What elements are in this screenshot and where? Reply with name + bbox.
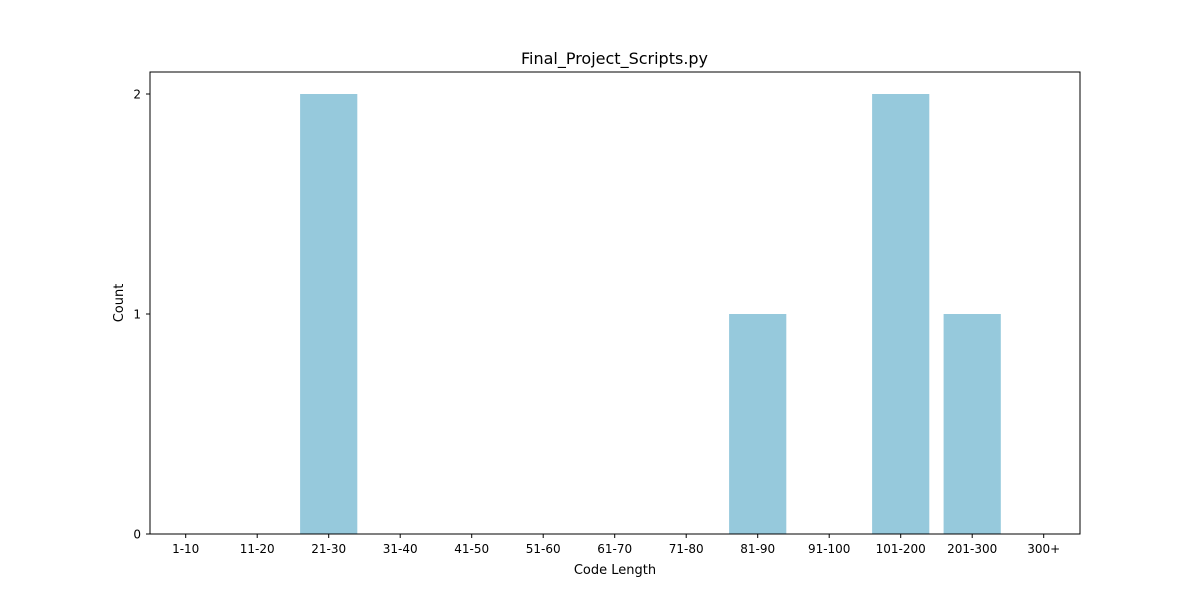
x-tick-label: 11-20 <box>240 542 275 556</box>
x-tick-label: 51-60 <box>526 542 561 556</box>
x-tick-label: 41-50 <box>454 542 489 556</box>
x-tick-label: 61-70 <box>597 542 632 556</box>
x-tick-label: 21-30 <box>311 542 346 556</box>
bar-101-200 <box>872 94 930 534</box>
x-tick-label: 1-10 <box>172 542 199 556</box>
x-tick-label: 91-100 <box>808 542 851 556</box>
x-tick-label: 201-300 <box>947 542 997 556</box>
x-axis: 1-10 11-20 21-30 31-40 41-50 51-60 61-70 71-80 8… <box>172 534 1060 556</box>
x-tick-label: 81-90 <box>740 542 775 556</box>
y-axis-label: Count <box>112 284 127 323</box>
bar-81-90 <box>729 314 787 534</box>
chart-title: Final_Project_Scripts.py <box>521 49 708 69</box>
y-tick-label: 1 <box>133 308 141 322</box>
y-axis: 0 1 2 <box>133 88 150 542</box>
x-tick-label: 31-40 <box>383 542 418 556</box>
bar-21-30 <box>300 94 358 534</box>
bars-group <box>300 94 1001 534</box>
y-tick-label: 2 <box>133 88 141 102</box>
plot-area: 0 1 2 1-10 11-20 21-30 31-40 41-50 51-60 61-70 71… <box>133 71 1081 556</box>
x-tick-label: 101-200 <box>876 542 926 556</box>
x-tick-label: 71-80 <box>669 542 704 556</box>
x-axis-label: Code Length <box>574 563 656 578</box>
x-tick-label: 300+ <box>1027 542 1060 556</box>
bar-201-300 <box>943 314 1001 534</box>
y-tick-label: 0 <box>133 528 141 542</box>
